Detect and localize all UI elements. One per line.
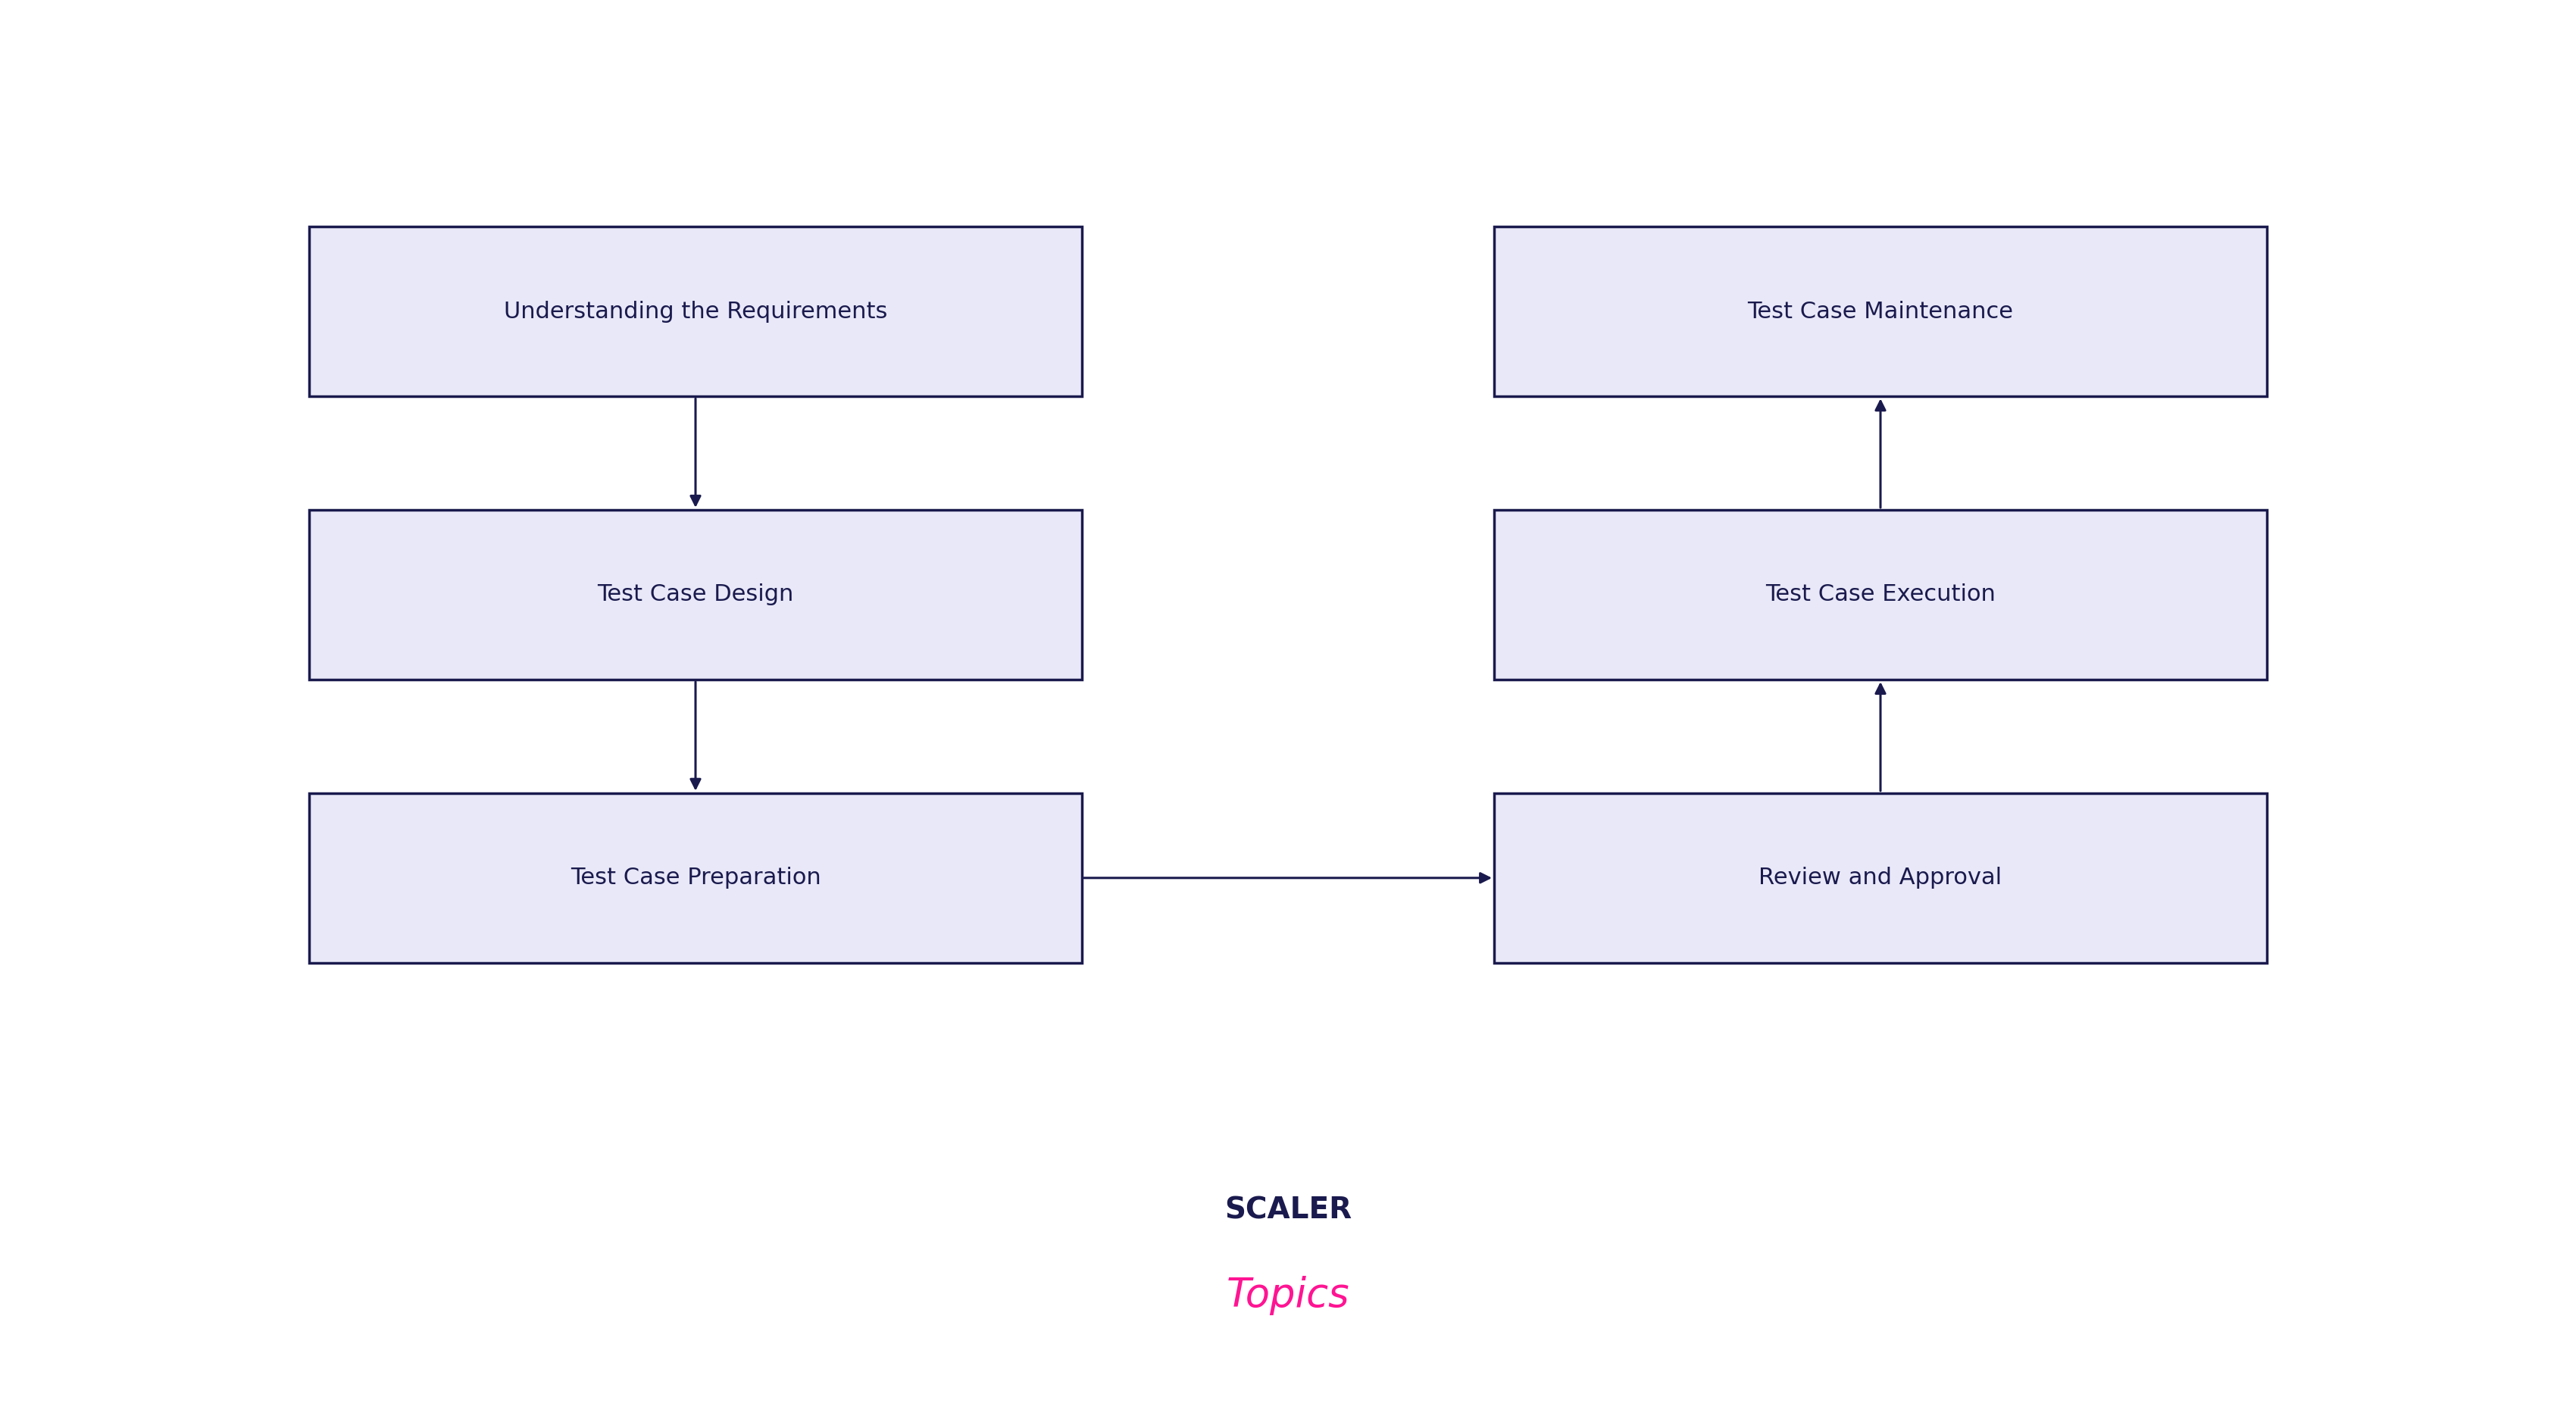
Text: Test Case Execution: Test Case Execution (1765, 583, 1996, 606)
Text: Understanding the Requirements: Understanding the Requirements (505, 300, 886, 323)
Text: Topics: Topics (1226, 1276, 1350, 1315)
Text: SCALER: SCALER (1224, 1197, 1352, 1225)
Text: Review and Approval: Review and Approval (1759, 867, 2002, 889)
FancyBboxPatch shape (1494, 227, 2267, 396)
Text: Test Case Preparation: Test Case Preparation (569, 867, 822, 889)
FancyBboxPatch shape (309, 793, 1082, 963)
FancyBboxPatch shape (1494, 510, 2267, 680)
FancyBboxPatch shape (309, 510, 1082, 680)
Text: Test Case Design: Test Case Design (598, 583, 793, 606)
FancyBboxPatch shape (309, 227, 1082, 396)
Text: Test Case Maintenance: Test Case Maintenance (1747, 300, 2014, 323)
FancyBboxPatch shape (1494, 793, 2267, 963)
